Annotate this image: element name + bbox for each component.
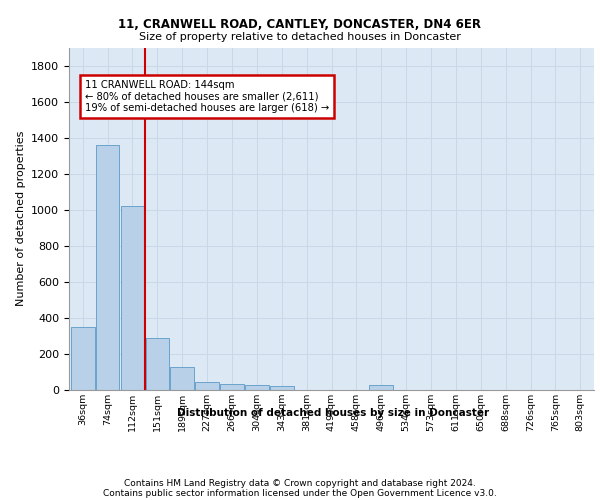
Bar [245, 386, 269, 390]
Bar [71, 327, 95, 390]
Text: Distribution of detached houses by size in Doncaster: Distribution of detached houses by size … [177, 408, 489, 418]
Text: 11 CRANWELL ROAD: 144sqm
← 80% of detached houses are smaller (2,611)
19% of sem: 11 CRANWELL ROAD: 144sqm ← 80% of detach… [85, 80, 329, 113]
Bar [195, 382, 219, 390]
Bar [170, 366, 194, 390]
Bar [96, 145, 119, 390]
Bar [270, 386, 293, 390]
Text: Contains HM Land Registry data © Crown copyright and database right 2024.: Contains HM Land Registry data © Crown c… [124, 478, 476, 488]
Bar [370, 386, 393, 390]
Bar [220, 384, 244, 390]
Bar [121, 206, 144, 390]
Text: Size of property relative to detached houses in Doncaster: Size of property relative to detached ho… [139, 32, 461, 42]
Bar [146, 338, 169, 390]
Text: Contains public sector information licensed under the Open Government Licence v3: Contains public sector information licen… [103, 488, 497, 498]
Y-axis label: Number of detached properties: Number of detached properties [16, 131, 26, 306]
Text: 11, CRANWELL ROAD, CANTLEY, DONCASTER, DN4 6ER: 11, CRANWELL ROAD, CANTLEY, DONCASTER, D… [119, 18, 482, 30]
